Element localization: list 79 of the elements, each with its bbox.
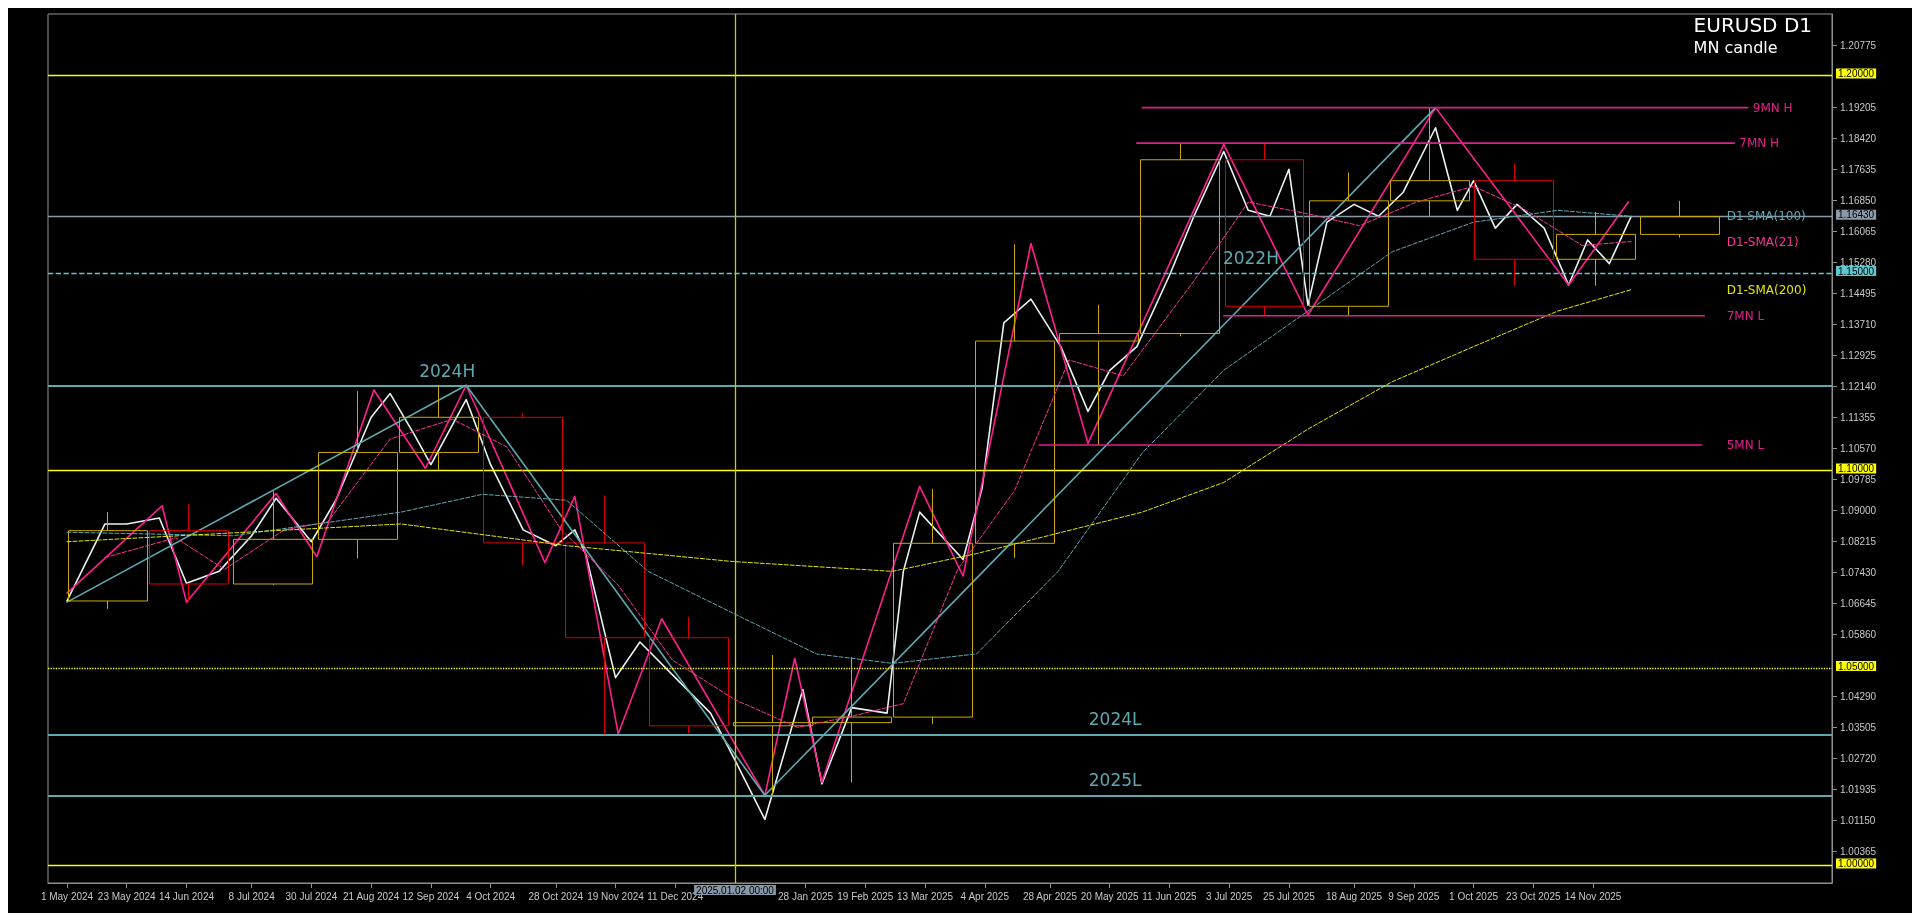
y-tick-label: 1.13710 — [1840, 318, 1877, 330]
candlestick — [149, 503, 229, 603]
ref-line-label: 1.20000 — [1838, 68, 1875, 80]
series-label: 7MN H — [1739, 136, 1780, 151]
candlestick — [233, 490, 313, 586]
y-tick-label: 1.00365 — [1840, 845, 1877, 857]
candlestick — [1225, 142, 1304, 317]
candlestick — [1556, 211, 1636, 287]
x-tick-label: 1 Oct 2025 — [1449, 890, 1499, 902]
x-tick-label: 14 Jun 2024 — [158, 890, 215, 902]
series-label: 7MN L — [1726, 308, 1765, 323]
x-tick-label: 20 May 2025 — [1080, 890, 1140, 902]
y-tick-label: 1.18420 — [1840, 132, 1877, 144]
y-tick-label: 1.12140 — [1840, 380, 1877, 392]
annotation: 2025L — [1088, 769, 1143, 790]
y-tick-label: 1.14495 — [1840, 287, 1877, 299]
line-series — [66, 289, 1632, 572]
candlestick — [1640, 200, 1720, 239]
ref-line-label: 1.10000 — [1838, 463, 1875, 475]
chart-title: EURUSD D1 — [1693, 13, 1812, 37]
x-tick-label: 30 Jul 2024 — [285, 890, 338, 902]
ref-line-label: 1.16430 — [1838, 209, 1875, 221]
y-tick-label: 1.06645 — [1840, 597, 1877, 609]
candlestick — [565, 495, 645, 735]
x-tick-label: 4 Apr 2025 — [960, 890, 1010, 902]
y-tick-label: 1.17635 — [1840, 163, 1877, 175]
ref-line-label: 1.00000 — [1838, 858, 1875, 870]
x-tick-label: 21 Aug 2024 — [343, 890, 400, 902]
y-tick-label: 1.01150 — [1840, 814, 1876, 826]
candlestick — [1474, 162, 1554, 287]
y-tick-label: 1.09785 — [1840, 473, 1877, 485]
x-tick-label: 9 Sep 2025 — [1388, 890, 1440, 902]
x-tick-label: 8 Jul 2024 — [228, 890, 276, 902]
y-tick-label: 1.09000 — [1840, 504, 1877, 516]
x-tick-label: 19 Feb 2025 — [837, 890, 894, 902]
x-tick-label: 12 Sep 2024 — [402, 890, 460, 902]
x-tick-label: 3 Jul 2025 — [1206, 890, 1253, 902]
y-tick-label: 1.05860 — [1840, 628, 1877, 640]
text: 5MN L — [1726, 437, 1765, 452]
candlestick — [975, 243, 1055, 559]
x-tick-label: 19 Nov 2024 — [587, 890, 645, 902]
x-tick-label: 4 Oct 2024 — [466, 890, 516, 902]
text: D1-SMA(200) — [1726, 282, 1807, 297]
y-tick-label: 1.15280 — [1840, 256, 1877, 268]
x-tick-label: 28 Jan 2025 — [778, 890, 834, 902]
x-tick-label: 18 Aug 2025 — [1326, 890, 1383, 902]
y-tick-label: 1.07430 — [1840, 566, 1877, 578]
y-tick-label: 1.02720 — [1840, 752, 1877, 764]
candlestick — [68, 511, 148, 610]
x-tick-label: 11 Jun 2025 — [1142, 890, 1198, 902]
y-tick-label: 1.16065 — [1840, 225, 1877, 237]
text: MN candle — [1693, 37, 1778, 57]
annotation: 2024L — [1088, 708, 1143, 729]
y-tick-label: 1.16850 — [1840, 194, 1877, 206]
x-tick-label: 28 Apr 2025 — [1023, 890, 1078, 902]
candlestick — [483, 412, 563, 566]
line-series — [104, 185, 1632, 728]
x-tick-label: 25 Jul 2025 — [1263, 890, 1316, 902]
x-tick-label: 1 May 2024 — [40, 890, 94, 902]
y-tick-label: 1.01935 — [1840, 783, 1877, 795]
x-tick-label: 13 Mar 2025 — [896, 890, 954, 902]
x-tick-label: 14 Nov 2025 — [1564, 890, 1622, 902]
x-tick-label: 28 Oct 2024 — [528, 890, 584, 902]
y-tick-label: 1.20775 — [1840, 39, 1877, 51]
y-tick-label: 1.11355 — [1840, 411, 1876, 423]
y-tick-label: 1.08215 — [1840, 535, 1877, 547]
y-tick-label: 1.12925 — [1840, 349, 1877, 361]
text: D1-SMA(21) — [1726, 234, 1799, 249]
ref-line-label: 1.05000 — [1838, 660, 1875, 672]
annotation: 2024H — [419, 360, 476, 381]
series-label: 9MN H — [1752, 100, 1793, 115]
y-tick-label: 1.19205 — [1840, 101, 1877, 113]
y-tick-label: 1.03505 — [1840, 721, 1877, 733]
y-tick-label: 1.10570 — [1840, 442, 1877, 454]
x-tick-label: 23 May 2024 — [97, 890, 157, 902]
candlestick — [649, 616, 729, 734]
x-tick-label: 23 Oct 2025 — [1506, 890, 1561, 902]
y-tick-label: 1.04290 — [1840, 690, 1877, 702]
ref-line-label: 1.15000 — [1838, 265, 1875, 277]
